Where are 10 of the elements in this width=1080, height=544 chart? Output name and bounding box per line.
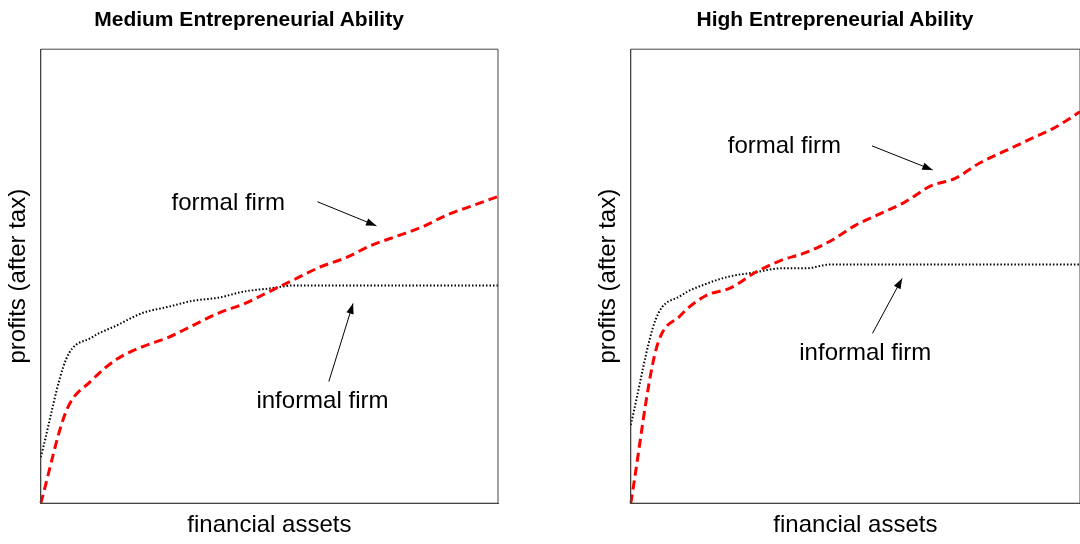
annotation: formal firm — [171, 188, 285, 216]
annotation: informal firm — [256, 386, 389, 414]
y-axis-title: profits (after tax) — [593, 188, 621, 364]
chart-title: Medium Entrepreneurial Ability — [94, 7, 405, 31]
x-axis-title: financial assets — [773, 510, 938, 538]
chart-title: High Entrepreneurial Ability — [696, 7, 974, 31]
y-axis-title: profits (after tax) — [3, 188, 31, 364]
annotation: informal firm — [799, 338, 932, 366]
x-axis-title: financial assets — [187, 510, 352, 538]
annotation: formal firm — [727, 130, 842, 158]
